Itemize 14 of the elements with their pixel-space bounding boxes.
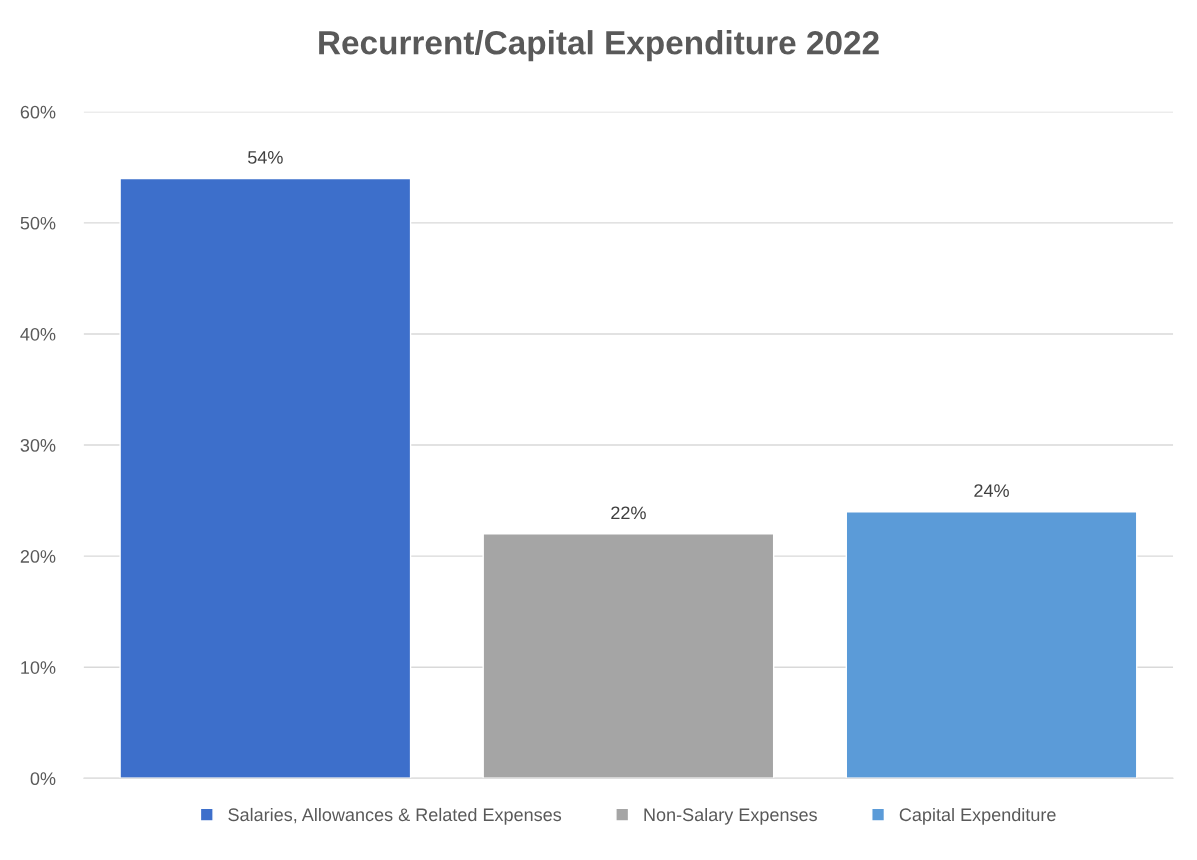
- y-tick-label: 0%: [30, 772, 56, 786]
- y-tick-label: 50%: [20, 216, 56, 230]
- legend-label: Capital Expenditure: [899, 807, 1056, 825]
- data-label: 22%: [611, 506, 646, 520]
- y-tick-label: 20%: [20, 550, 56, 563]
- y-tick-label: 10%: [21, 661, 56, 674]
- legend-label: Non-Salary Expenses: [644, 807, 817, 825]
- y-tick-label: 30%: [20, 438, 56, 452]
- legend-label: Salaries, Allowances & Related Expenses: [228, 807, 562, 825]
- data-label: 54%: [247, 151, 283, 164]
- data-label: 24%: [974, 484, 1009, 497]
- y-tick-label: 60%: [20, 105, 56, 119]
- y-tick-label: 40%: [20, 327, 56, 341]
- chart-title: Recurrent/Capital Expenditure 2022: [319, 30, 879, 62]
